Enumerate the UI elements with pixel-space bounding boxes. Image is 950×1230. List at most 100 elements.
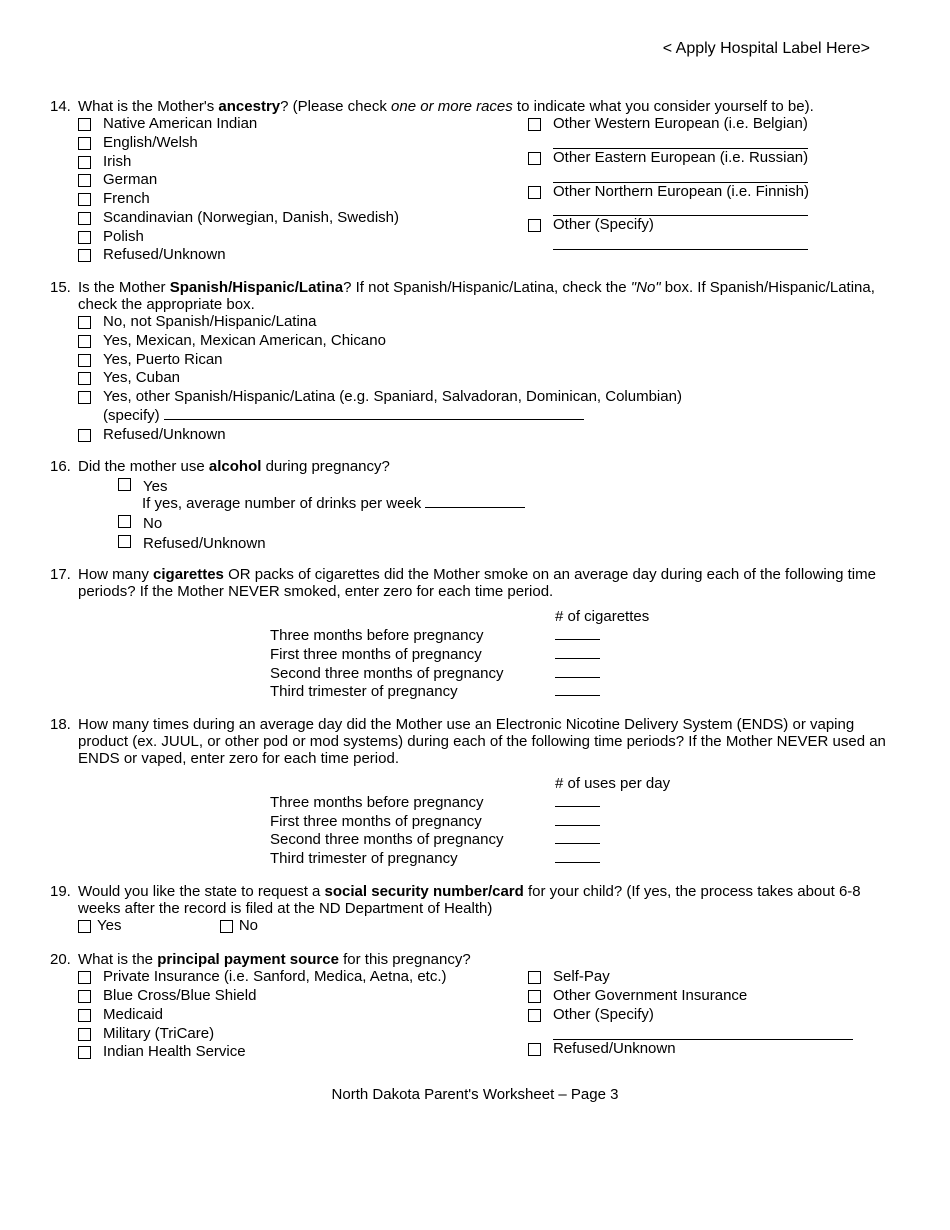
q15-opt-pr[interactable]: Yes, Puerto Rican bbox=[78, 351, 900, 370]
checkbox-icon[interactable] bbox=[78, 212, 91, 225]
q20-opt-private[interactable]: Private Insurance (i.e. Sanford, Medica,… bbox=[78, 968, 528, 987]
checkbox-icon[interactable] bbox=[78, 429, 91, 442]
fill-line[interactable] bbox=[164, 407, 584, 420]
q15-pre: Is the Mother bbox=[78, 279, 170, 296]
checkbox-icon[interactable] bbox=[528, 971, 541, 984]
q19-options: Yes No bbox=[78, 917, 900, 938]
q20-opt-ihs[interactable]: Indian Health Service bbox=[78, 1043, 528, 1062]
q14-opt-english[interactable]: English/Welsh bbox=[78, 134, 528, 153]
fill-line[interactable] bbox=[553, 168, 808, 183]
question-14: 14. What is the Mother's ancestry? (Plea… bbox=[50, 98, 900, 265]
fill-line[interactable] bbox=[555, 813, 600, 826]
checkbox-icon[interactable] bbox=[78, 137, 91, 150]
checkbox-icon[interactable] bbox=[78, 372, 91, 385]
q15-bold: Spanish/Hispanic/Latina bbox=[170, 279, 343, 296]
q16-refused[interactable]: Refused/Unknown bbox=[118, 532, 900, 552]
q14-opt-polish[interactable]: Polish bbox=[78, 228, 528, 247]
checkbox-icon[interactable] bbox=[78, 193, 91, 206]
q20-opt-medicaid[interactable]: Medicaid bbox=[78, 1006, 528, 1025]
q19-no[interactable]: No bbox=[220, 917, 258, 934]
checkbox-icon[interactable] bbox=[78, 971, 91, 984]
q14-opt-native[interactable]: Native American Indian bbox=[78, 115, 528, 134]
checkbox-icon[interactable] bbox=[78, 249, 91, 262]
fill-line[interactable] bbox=[555, 683, 600, 696]
q14-opt-western[interactable]: Other Western European (i.e. Belgian) bbox=[528, 115, 900, 134]
q19-yes[interactable]: Yes bbox=[78, 917, 121, 934]
q17-text: How many cigarettes OR packs of cigarett… bbox=[78, 566, 900, 600]
checkbox-icon[interactable] bbox=[78, 335, 91, 348]
checkbox-icon[interactable] bbox=[118, 515, 131, 528]
checkbox-icon[interactable] bbox=[528, 152, 541, 165]
checkbox-icon[interactable] bbox=[528, 186, 541, 199]
checkbox-icon[interactable] bbox=[78, 1009, 91, 1022]
q16-yes[interactable]: Yes bbox=[118, 475, 900, 495]
q15-o2: Yes, Puerto Rican bbox=[103, 351, 223, 370]
fill-line[interactable] bbox=[425, 495, 525, 508]
q20-number: 20. bbox=[50, 951, 78, 968]
checkbox-icon[interactable] bbox=[78, 231, 91, 244]
checkbox-icon[interactable] bbox=[118, 478, 131, 491]
fill-line[interactable] bbox=[553, 1025, 853, 1040]
q14-opt-eastern[interactable]: Other Eastern European (i.e. Russian) bbox=[528, 149, 900, 168]
fill-line[interactable] bbox=[555, 665, 600, 678]
checkbox-icon[interactable] bbox=[78, 391, 91, 404]
q20-opt-othergov[interactable]: Other Government Insurance bbox=[528, 987, 900, 1006]
checkbox-icon[interactable] bbox=[78, 354, 91, 367]
fill-line[interactable] bbox=[555, 850, 600, 863]
fill-line[interactable] bbox=[555, 794, 600, 807]
q18-r1: First three months of pregnancy bbox=[270, 813, 555, 832]
q16-number: 16. bbox=[50, 458, 78, 475]
q15-number: 15. bbox=[50, 279, 78, 296]
checkbox-icon[interactable] bbox=[78, 920, 91, 933]
fill-line[interactable] bbox=[553, 201, 808, 216]
q14-text: What is the Mother's ancestry? (Please c… bbox=[78, 98, 900, 115]
fill-line[interactable] bbox=[555, 831, 600, 844]
q20-opt-refused[interactable]: Refused/Unknown bbox=[528, 1040, 900, 1059]
q14-opt-northern[interactable]: Other Northern European (i.e. Finnish) bbox=[528, 183, 900, 202]
q14-opt-french[interactable]: French bbox=[78, 190, 528, 209]
checkbox-icon[interactable] bbox=[78, 156, 91, 169]
fill-line[interactable] bbox=[553, 235, 808, 250]
q14-opt-german[interactable]: German bbox=[78, 171, 528, 190]
q17-bold: cigarettes bbox=[153, 566, 224, 583]
q15-mid: ? If not Spanish/Hispanic/Latina, check … bbox=[343, 279, 631, 296]
q19-bold: social security number/card bbox=[325, 883, 524, 900]
q15-opt-no[interactable]: No, not Spanish/Hispanic/Latina bbox=[78, 313, 900, 332]
checkbox-icon[interactable] bbox=[528, 1009, 541, 1022]
q20-opt-other[interactable]: Other (Specify) bbox=[528, 1006, 900, 1025]
checkbox-icon[interactable] bbox=[220, 920, 233, 933]
q15-opt-cuban[interactable]: Yes, Cuban bbox=[78, 369, 900, 388]
checkbox-icon[interactable] bbox=[528, 118, 541, 131]
q16-no[interactable]: No bbox=[118, 512, 900, 532]
q15-opt-mexican[interactable]: Yes, Mexican, Mexican American, Chicano bbox=[78, 332, 900, 351]
q16-ifyes: If yes, average number of drinks per wee… bbox=[142, 495, 425, 512]
checkbox-icon[interactable] bbox=[78, 990, 91, 1003]
fill-line[interactable] bbox=[555, 646, 600, 659]
checkbox-icon[interactable] bbox=[78, 1028, 91, 1041]
q14-opt-other[interactable]: Other (Specify) bbox=[528, 216, 900, 235]
checkbox-icon[interactable] bbox=[118, 535, 131, 548]
q19-no-label: No bbox=[239, 917, 258, 934]
q15-opt-other[interactable]: Yes, other Spanish/Hispanic/Latina (e.g.… bbox=[78, 388, 900, 426]
checkbox-icon[interactable] bbox=[78, 316, 91, 329]
q15-opt-refused[interactable]: Refused/Unknown bbox=[78, 426, 900, 445]
q16-refused-label: Refused/Unknown bbox=[143, 535, 266, 552]
checkbox-icon[interactable] bbox=[528, 219, 541, 232]
checkbox-icon[interactable] bbox=[528, 990, 541, 1003]
checkbox-icon[interactable] bbox=[78, 118, 91, 131]
q14-opt-scandinavian[interactable]: Scandinavian (Norwegian, Danish, Swedish… bbox=[78, 209, 528, 228]
q17-r0: Three months before pregnancy bbox=[270, 627, 555, 646]
fill-line[interactable] bbox=[555, 627, 600, 640]
checkbox-icon[interactable] bbox=[78, 1046, 91, 1059]
q14-opt-irish[interactable]: Irish bbox=[78, 153, 528, 172]
q14-left-7: Refused/Unknown bbox=[103, 246, 226, 265]
q20-opt-selfpay[interactable]: Self-Pay bbox=[528, 968, 900, 987]
q20-opt-military[interactable]: Military (TriCare) bbox=[78, 1025, 528, 1044]
checkbox-icon[interactable] bbox=[528, 1043, 541, 1056]
q14-opt-refused[interactable]: Refused/Unknown bbox=[78, 246, 528, 265]
q15-specify-label: (specify) bbox=[103, 407, 160, 424]
q20-l1: Blue Cross/Blue Shield bbox=[103, 987, 256, 1006]
fill-line[interactable] bbox=[553, 134, 808, 149]
checkbox-icon[interactable] bbox=[78, 174, 91, 187]
q20-opt-bcbs[interactable]: Blue Cross/Blue Shield bbox=[78, 987, 528, 1006]
